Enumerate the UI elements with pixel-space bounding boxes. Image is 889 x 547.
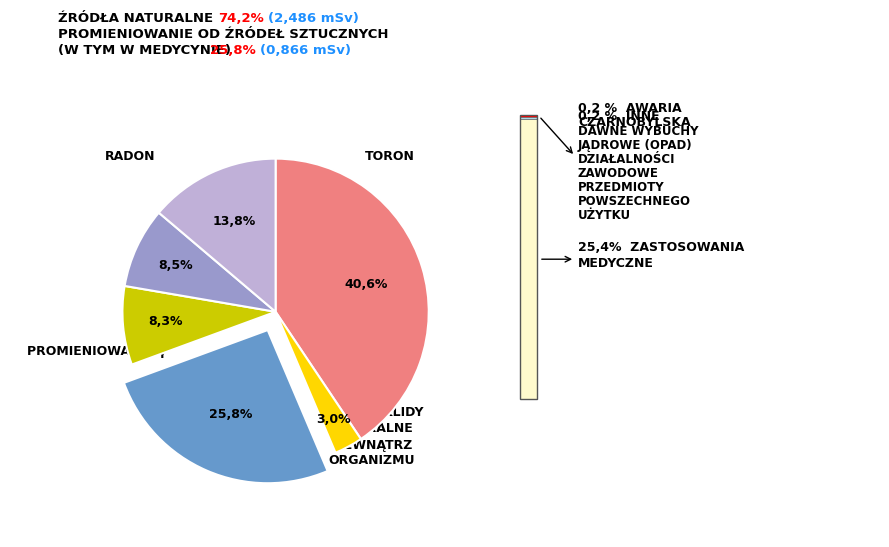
Text: 74,2%: 74,2% [218,12,264,25]
Text: CZARNOBYLSKA: CZARNOBYLSKA [578,116,691,129]
Text: PRZEDMIOTY: PRZEDMIOTY [578,181,665,194]
Text: TORON: TORON [365,150,415,164]
Text: 8,5%: 8,5% [158,259,193,272]
Text: 3,0%: 3,0% [316,413,351,426]
Wedge shape [276,312,361,453]
Bar [520,117,537,119]
Text: JĄDROWE (OPAD): JĄDROWE (OPAD) [578,138,693,152]
Wedge shape [124,330,328,483]
Wedge shape [276,159,428,439]
Text: POWSZECHNEGO: POWSZECHNEGO [578,195,691,208]
Text: 25,8%: 25,8% [210,44,256,57]
Text: 8,3%: 8,3% [148,315,183,328]
Text: RADIONUKLIDY
NATURALNE
WEWNĄTRZ
ORGANIZMU: RADIONUKLIDY NATURALNE WEWNĄTRZ ORGANIZM… [319,406,425,468]
Text: UŻYTKU: UŻYTKU [578,208,631,222]
Text: RADON: RADON [105,150,156,164]
Bar [520,119,537,399]
Text: (2,486 mSv): (2,486 mSv) [268,12,359,25]
Text: (0,866 mSv): (0,866 mSv) [260,44,351,57]
Wedge shape [123,286,276,365]
Text: DZIAŁALNOŚCI: DZIAŁALNOŚCI [578,153,676,166]
Text: DAWNE WYBUCHY: DAWNE WYBUCHY [578,125,699,138]
Text: PROMIENIOWANIE γ: PROMIENIOWANIE γ [28,346,167,358]
Text: ŹRÓDŁA NATURALNE: ŹRÓDŁA NATURALNE [58,12,213,25]
Text: (W TYM W MEDYCYNIE): (W TYM W MEDYCYNIE) [58,44,231,57]
Bar [520,115,537,399]
Text: 25,4%  ZASTOSOWANIA: 25,4% ZASTOSOWANIA [578,241,744,254]
Text: 0,2 %  INNE: 0,2 % INNE [578,109,660,123]
Bar [520,115,537,117]
Wedge shape [124,213,276,312]
Text: 13,8%: 13,8% [212,215,255,228]
Wedge shape [159,159,276,312]
Text: PROMIENIOWANIE OD ŹRÓDEŁ SZTUCZNYCH: PROMIENIOWANIE OD ŹRÓDEŁ SZTUCZNYCH [58,28,388,41]
Text: 25,8%: 25,8% [210,408,252,421]
Text: 0,2 %  AWARIA: 0,2 % AWARIA [578,102,682,115]
Text: MEDYCZNE: MEDYCZNE [578,257,654,270]
Text: PROMIENIOWANIE
KOSMICZNE: PROMIENIOWANIE KOSMICZNE [156,410,284,439]
Text: 40,6%: 40,6% [345,278,388,290]
Text: ZAWODOWE: ZAWODOWE [578,167,659,179]
